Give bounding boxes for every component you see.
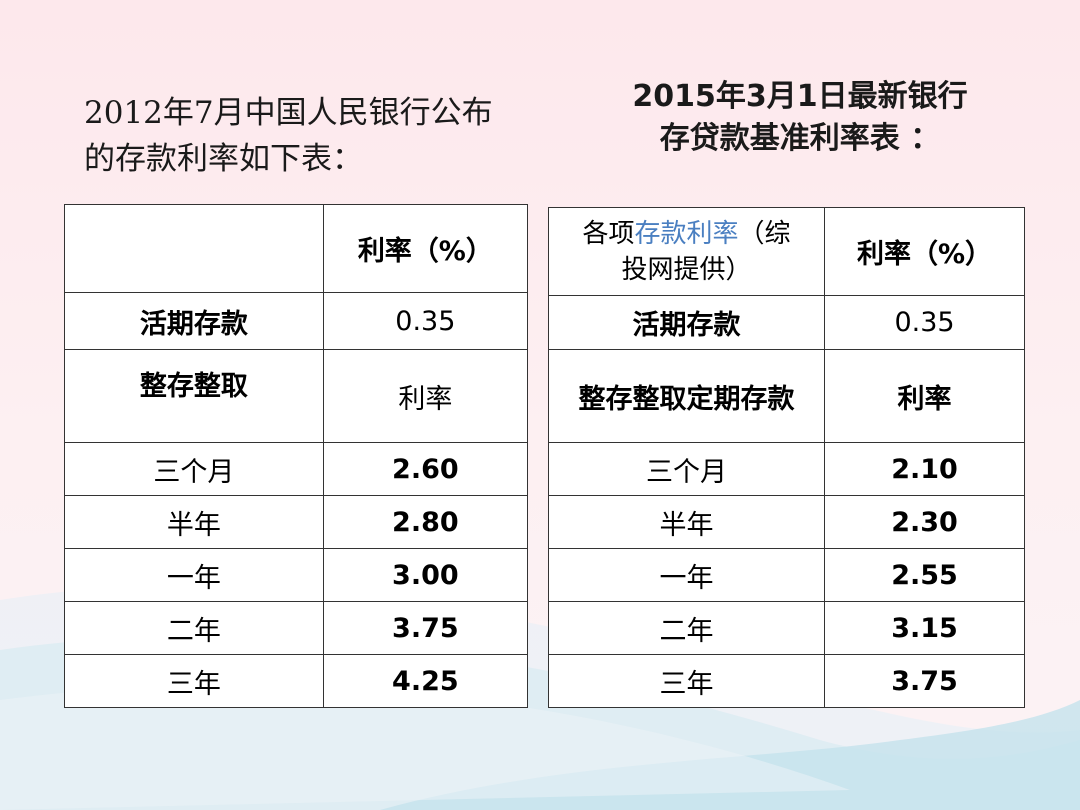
header-source: 投网提供） — [621, 254, 752, 285]
term-rate: 2.60 — [322, 442, 529, 496]
term-label: 三年 — [547, 654, 826, 708]
table-row: 三年 3.75 — [547, 654, 1025, 708]
demand-deposit-rate: 0.35 — [322, 292, 529, 350]
table-row: 半年 2.80 — [64, 495, 529, 549]
term-label: 半年 — [547, 495, 826, 549]
term-label: 半年 — [64, 495, 324, 549]
term-label: 一年 — [547, 548, 826, 602]
term-rate: 3.00 — [322, 548, 529, 602]
demand-deposit-label: 活期存款 — [64, 292, 324, 350]
table-row: 整存整取 利率 — [64, 349, 529, 443]
table-row: 半年 2.30 — [547, 495, 1025, 549]
term-rate: 3.15 — [824, 601, 1025, 655]
fixed-deposit-label: 整存整取定期存款 — [547, 349, 826, 443]
term-rate: 2.10 — [824, 442, 1025, 496]
table-row: 三个月 2.60 — [64, 442, 529, 496]
deposit-rate-link[interactable]: 存款利率 — [634, 218, 739, 249]
header-suffix: （综 — [738, 218, 791, 249]
term-label: 二年 — [64, 601, 324, 655]
right-title-line1: 2015年3月1日最新银行 — [632, 79, 968, 114]
fixed-deposit-label: 整存整取 — [64, 349, 324, 443]
term-label: 三个月 — [64, 442, 324, 496]
term-rate: 2.30 — [824, 495, 1025, 549]
table-row: 活期存款 0.35 — [64, 292, 529, 350]
header-rate-cell: 利率（%） — [824, 207, 1025, 296]
table-row: 一年 3.00 — [64, 548, 529, 602]
rate-table-2015: 各项存款利率（综 投网提供） 利率（%） 活期存款 0.35 整存整取定期存款 … — [547, 207, 1025, 708]
fixed-rate-label: 利率 — [322, 349, 529, 443]
header-rate-cell: 利率（%） — [322, 204, 529, 293]
table-row: 三个月 2.10 — [547, 442, 1025, 496]
term-label: 一年 — [64, 548, 324, 602]
fixed-rate-label: 利率 — [824, 349, 1025, 443]
term-rate: 3.75 — [824, 654, 1025, 708]
rate-table-2012: 利率（%） 活期存款 0.35 整存整取 利率 三个月 2.60 半年 2.80… — [64, 204, 529, 708]
table-header-row: 利率（%） — [64, 204, 529, 293]
demand-deposit-rate: 0.35 — [824, 295, 1025, 350]
term-rate: 3.75 — [322, 601, 529, 655]
demand-deposit-label: 活期存款 — [547, 295, 826, 350]
left-title: 2012年7月中国人民银行公布的存款利率如下表： — [84, 95, 493, 177]
header-prefix: 各项 — [582, 218, 635, 249]
table-header-row: 各项存款利率（综 投网提供） 利率（%） — [547, 207, 1025, 296]
right-title-line2: 存贷款基准利率表 ： — [659, 121, 941, 156]
right-title: 2015年3月1日最新银行 存贷款基准利率表 ： — [600, 76, 1000, 160]
term-label: 三个月 — [547, 442, 826, 496]
term-rate: 2.80 — [322, 495, 529, 549]
table-row: 一年 2.55 — [547, 548, 1025, 602]
term-label: 二年 — [547, 601, 826, 655]
table-row: 整存整取定期存款 利率 — [547, 349, 1025, 443]
header-blank-cell — [64, 204, 324, 293]
table-row: 二年 3.15 — [547, 601, 1025, 655]
table-row: 活期存款 0.35 — [547, 295, 1025, 350]
term-rate: 2.55 — [824, 548, 1025, 602]
term-label: 三年 — [64, 654, 324, 708]
term-rate: 4.25 — [322, 654, 529, 708]
table-row: 二年 3.75 — [64, 601, 529, 655]
header-deposit-rates-cell: 各项存款利率（综 投网提供） — [547, 207, 826, 296]
table-row: 三年 4.25 — [64, 654, 529, 708]
